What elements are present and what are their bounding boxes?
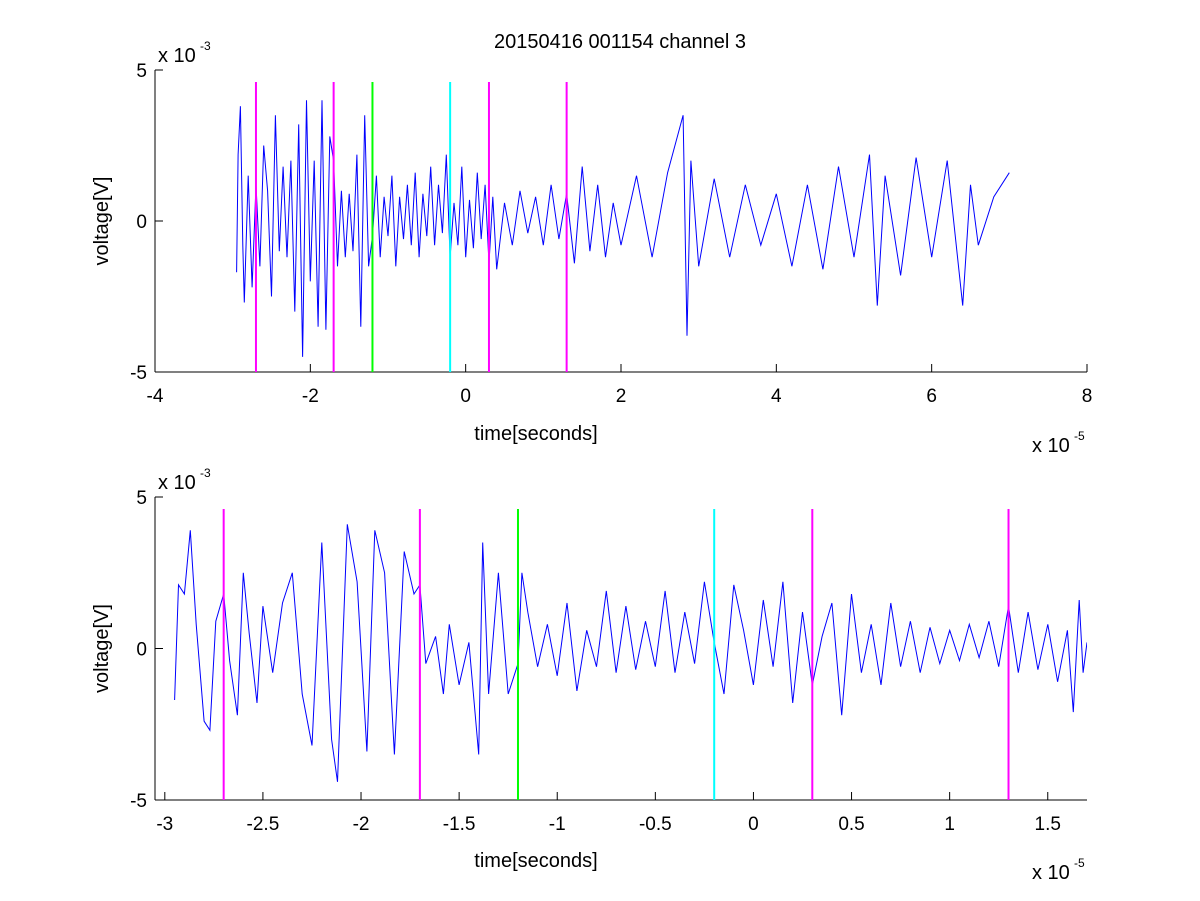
x-tick-label: 2 (616, 386, 627, 407)
x-exponent-base: x 10 (1032, 435, 1070, 457)
y-exponent-base: x 10 (158, 45, 196, 67)
x-tick-label: 8 (1082, 386, 1093, 407)
x-tick-label: -1 (549, 814, 566, 835)
x-exponent-power: -5 (1074, 429, 1085, 443)
x-tick-label: 0 (460, 386, 471, 407)
y-tick-label: -5 (130, 363, 147, 384)
top-plot: -4 -2 0 2 4 6 8 -5 0 5 time[seconds] voltage[V] x 10… (91, 39, 1092, 457)
signal-series-line (236, 100, 1010, 357)
x-tick-label: -2 (302, 386, 319, 407)
x-tick-label: 4 (771, 386, 782, 407)
y-exponent-base: x 10 (158, 472, 196, 494)
x-tick-label: 6 (926, 386, 937, 407)
y-tick-label: 0 (136, 212, 147, 233)
x-axis-title: time[seconds] (474, 423, 597, 445)
figure-title: 20150416 001154 channel 3 (494, 31, 746, 53)
x-exponent-power: -5 (1074, 856, 1085, 870)
x-tick-label: 1.5 (1035, 814, 1061, 835)
signal-series-line (174, 524, 1087, 782)
y-tick-label: -5 (130, 791, 147, 812)
y-tick-label: 0 (136, 640, 147, 661)
x-axis-title: time[seconds] (474, 850, 597, 872)
x-tick-label: -2.5 (247, 814, 280, 835)
x-tick-label: -2 (353, 814, 370, 835)
y-tick-label: 5 (136, 61, 147, 82)
x-tick-label: 0 (748, 814, 759, 835)
x-tick-label: 0.5 (838, 814, 864, 835)
x-tick-label: -4 (147, 386, 164, 407)
x-tick-label: -3 (156, 814, 173, 835)
x-tick-label: -0.5 (639, 814, 672, 835)
y-tick-label: 5 (136, 488, 147, 509)
bottom-plot: -3 -2.5 -2 -1.5 -1 -0.5 0 0.5 1 1.5 -5 0 5 time[secon… (91, 466, 1087, 884)
y-exponent-power: -3 (200, 466, 211, 480)
y-exponent-power: -3 (200, 39, 211, 53)
y-axis-title: voltage[V] (91, 177, 113, 266)
y-axis-title: voltage[V] (91, 604, 113, 693)
x-exponent-base: x 10 (1032, 862, 1070, 884)
x-tick-label: 1 (944, 814, 955, 835)
x-tick-label: -1.5 (443, 814, 476, 835)
